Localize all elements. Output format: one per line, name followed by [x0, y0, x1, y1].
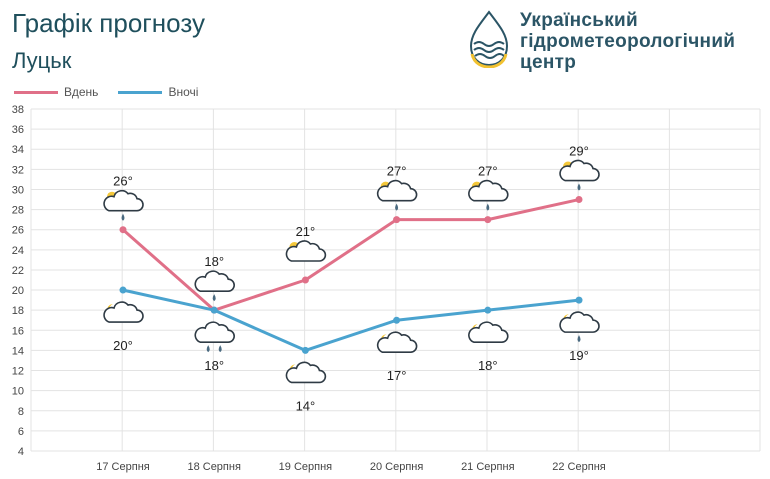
- data-point-day: [393, 216, 401, 224]
- y-tick-label: 30: [12, 184, 24, 196]
- y-tick-label: 20: [12, 285, 24, 297]
- legend: Вдень Вночі: [14, 85, 218, 99]
- y-tick-label: 16: [12, 325, 24, 337]
- data-point-day: [119, 226, 127, 234]
- y-tick-label: 34: [12, 144, 24, 156]
- night-temp-label: 20°: [113, 338, 133, 353]
- raindrop-shape: [577, 335, 581, 343]
- x-tick-label: 20 Серпня: [370, 461, 424, 473]
- y-tick-label: 10: [12, 386, 24, 398]
- cloud-shape: [103, 301, 144, 323]
- y-tick-label: 12: [12, 366, 24, 378]
- day-temp-label: 18°: [204, 254, 224, 269]
- cloud-shape: [194, 270, 235, 292]
- x-tick-label: 22 Серпня: [552, 461, 606, 473]
- night-temp-label: 14°: [296, 398, 316, 413]
- raindrop-shape: [121, 213, 125, 221]
- cloud-shape: [559, 311, 600, 333]
- weather-icon-day: [194, 270, 235, 302]
- weather-icon-night: [103, 301, 144, 323]
- y-tick-label: 32: [12, 164, 24, 176]
- y-tick-label: 4: [18, 446, 24, 458]
- weather-icon-night: [468, 321, 509, 343]
- raindrop-shape: [212, 294, 216, 302]
- data-point-night: [484, 306, 492, 314]
- weather-icon-night: [285, 361, 327, 384]
- org-name-line-2: гідрометеорологічний: [520, 31, 736, 52]
- cloud-shape: [468, 179, 509, 202]
- legend-label-night: Вночі: [168, 85, 199, 99]
- y-tick-label: 24: [12, 245, 24, 257]
- city-name: Луцьк: [12, 48, 72, 73]
- day-temp-label: 27°: [478, 164, 498, 179]
- series-line-day: [122, 198, 580, 312]
- legend-swatch-day: [14, 90, 58, 94]
- weather-icon-day: [103, 189, 144, 221]
- data-point-night: [575, 296, 583, 304]
- y-tick-label: 26: [12, 225, 24, 237]
- org-name-line-1: Український: [520, 10, 639, 31]
- day-temp-label: 21°: [296, 224, 316, 239]
- x-tick-label: 17 Серпня: [96, 461, 150, 473]
- raindrop-shape: [395, 203, 399, 211]
- legend-swatch-night: [118, 90, 163, 94]
- cloud-shape: [285, 361, 327, 384]
- weather-icon-night: [194, 321, 235, 353]
- weather-icon-night: [559, 311, 600, 343]
- cloud-shape: [559, 159, 600, 182]
- data-point-night: [210, 306, 218, 314]
- cloud-shape: [376, 179, 418, 202]
- y-tick-label: 14: [12, 345, 24, 357]
- weather-icon-day: [376, 179, 418, 211]
- data-point-day: [484, 216, 492, 224]
- weather-icon-day: [285, 240, 327, 262]
- legend-item-night[interactable]: Вночі: [118, 85, 198, 99]
- legend-label-day: Вдень: [64, 85, 99, 99]
- y-tick-label: 38: [12, 104, 24, 116]
- y-tick-label: 22: [12, 265, 24, 277]
- night-temp-label: 19°: [569, 348, 589, 363]
- cloud-shape: [194, 321, 235, 343]
- x-tick-label: 19 Серпня: [279, 461, 333, 473]
- y-tick-label: 8: [18, 406, 24, 418]
- weather-icon-day: [559, 159, 600, 191]
- night-temp-label: 17°: [387, 368, 407, 383]
- y-tick-label: 28: [12, 205, 24, 217]
- y-tick-label: 6: [18, 426, 24, 438]
- night-temp-label: 18°: [478, 358, 498, 373]
- x-tick-label: 18 Серпня: [187, 461, 241, 473]
- data-point-night: [301, 346, 309, 354]
- y-tick-label: 36: [12, 124, 24, 136]
- cloud-shape: [103, 189, 144, 212]
- data-point-night: [393, 316, 401, 324]
- data-point-night: [119, 286, 127, 294]
- org-name: Український гідрометеорологічний центр: [520, 10, 735, 73]
- cloud-shape: [376, 331, 418, 354]
- day-temp-label: 27°: [387, 164, 407, 179]
- cloud-shape: [285, 240, 327, 262]
- chart-title: Графік прогнозу: [12, 8, 205, 38]
- raindrop-shape: [206, 345, 210, 353]
- weather-icon-night: [376, 331, 418, 354]
- org-name-line-3: центр: [520, 52, 577, 73]
- legend-item-day[interactable]: Вдень: [14, 85, 98, 99]
- day-temp-label: 26°: [113, 174, 133, 189]
- night-temp-label: 18°: [204, 358, 224, 373]
- raindrop-shape: [486, 203, 490, 211]
- hydromet-logo-icon: [469, 10, 509, 68]
- series-line-night: [122, 288, 580, 352]
- cloud-shape: [468, 321, 509, 343]
- raindrop-shape: [218, 345, 222, 353]
- data-point-day: [301, 276, 309, 284]
- day-temp-label: 29°: [569, 144, 589, 159]
- weather-icon-day: [468, 179, 509, 211]
- x-tick-label: 21 Серпня: [461, 461, 515, 473]
- y-tick-label: 18: [12, 305, 24, 317]
- data-point-day: [575, 196, 583, 204]
- org-logo-block: Український гідрометеорологічний центр: [466, 10, 735, 73]
- raindrop-shape: [577, 183, 581, 191]
